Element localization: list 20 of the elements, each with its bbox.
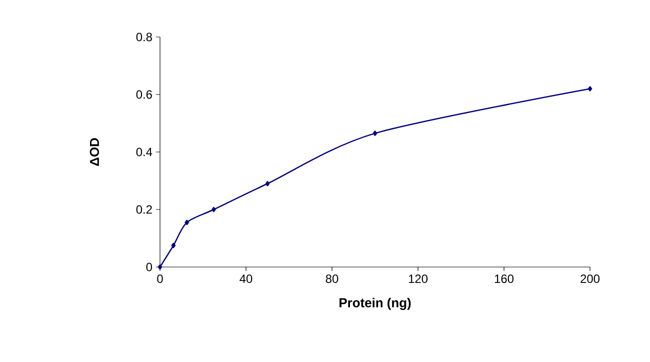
x-axis-title: Protein (ng)	[340, 298, 411, 310]
point	[184, 220, 190, 226]
point	[171, 242, 176, 248]
point	[212, 206, 216, 212]
y-tick-label: 0.8	[136, 32, 152, 42]
y-tick-label: 0.6	[136, 90, 152, 99]
x-tick-label: 120	[408, 274, 428, 283]
x-tick-label: 80	[326, 274, 338, 283]
point	[265, 180, 270, 186]
y-tick-label: 0.4	[136, 148, 152, 156]
y-axis-title: ΔOD	[90, 138, 100, 166]
y-tick-label: 0	[146, 262, 152, 272]
point	[372, 130, 378, 136]
x-tick-label: 0	[157, 274, 163, 283]
point	[588, 86, 592, 92]
x-tick-label: 40	[240, 274, 252, 283]
x-tick-label: 160	[494, 274, 514, 283]
y-tick-label: 0.2	[136, 205, 152, 214]
point	[158, 264, 162, 270]
x-tick-label: 200	[580, 274, 600, 283]
